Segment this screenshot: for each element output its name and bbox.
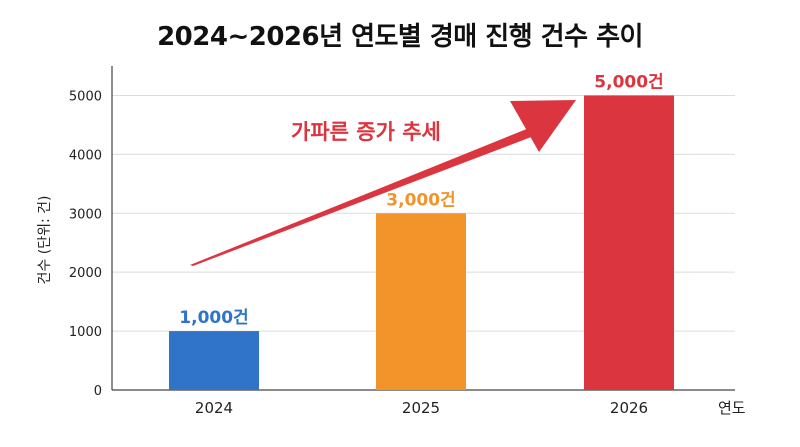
trend-arrow-shaft (190, 122, 547, 266)
bar-2024 (169, 331, 259, 390)
data-label-2024: 1,000건 (179, 308, 248, 328)
y-tick-label: 3000 (69, 207, 102, 222)
data-label-2025: 3,000건 (386, 190, 455, 210)
bar-2026 (584, 95, 674, 391)
trend-annotation: 가파른 증가 추세 (291, 120, 441, 144)
data-label-2026: 5,000건 (594, 72, 663, 92)
y-tick-label: 5000 (69, 89, 102, 104)
x-axis-title: 연도 (718, 399, 746, 417)
bar-2025 (376, 213, 466, 390)
y-tick-label: 2000 (69, 266, 102, 281)
y-tick-label: 4000 (69, 148, 102, 163)
trend-arrow-head (510, 100, 576, 152)
y-tick-label: 1000 (69, 325, 102, 340)
chart-title: 2024~2026년 연도별 경매 진행 건수 추이 (157, 22, 643, 52)
y-tick-label: 0 (94, 384, 102, 399)
x-tick-label-2024: 2024 (195, 399, 233, 417)
x-tick-label-2026: 2026 (610, 399, 648, 417)
x-tick-label-2025: 2025 (402, 399, 440, 417)
